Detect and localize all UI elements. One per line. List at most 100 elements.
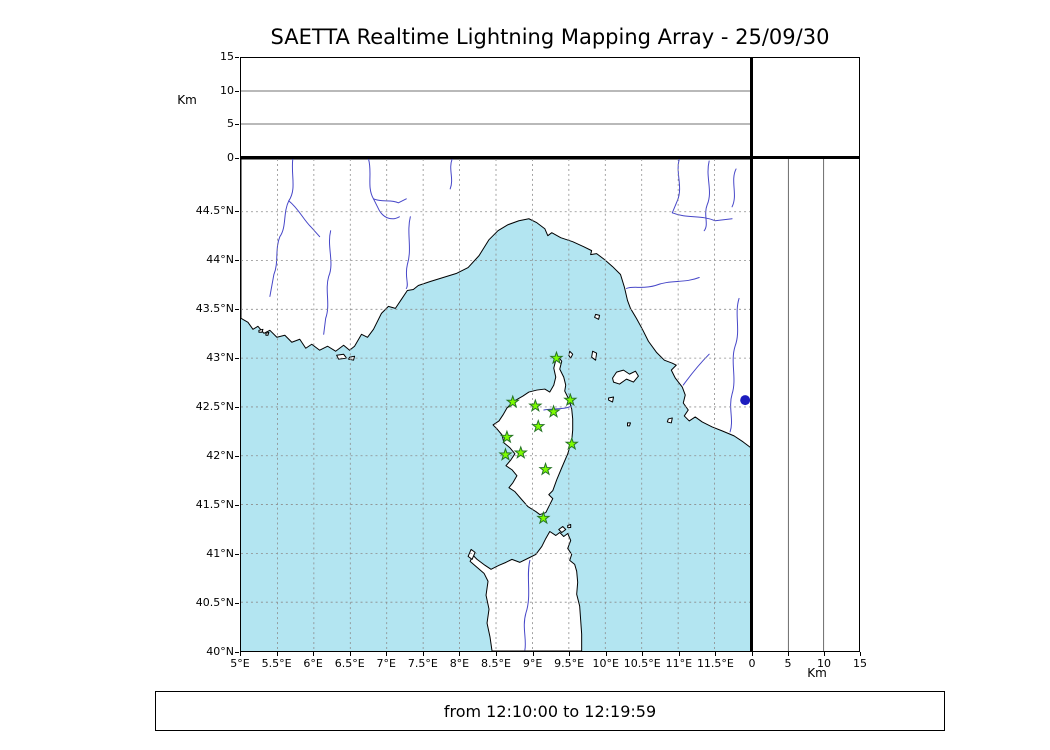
tick-mark [235, 407, 239, 408]
lon-tick-label: 11.5°E [696, 657, 734, 670]
tick-mark [235, 603, 239, 604]
tick-mark [235, 124, 239, 125]
lat-tick-label: 42.5°N [195, 399, 234, 413]
tick-mark [679, 652, 680, 656]
alt-tick-label-bottom: 0 [748, 657, 756, 670]
tick-mark [235, 358, 239, 359]
alt-tick-label-bottom: 15 [853, 657, 867, 670]
river [543, 405, 573, 411]
river [323, 230, 332, 335]
tick-mark [235, 652, 239, 653]
tick-mark [752, 652, 753, 656]
coastline-mainland [241, 159, 751, 449]
lon-tick-label: 8°E [449, 657, 470, 670]
tick-mark [277, 652, 278, 656]
tick-mark [386, 652, 387, 656]
tick-mark [459, 652, 460, 656]
figure-title: SAETTA Realtime Lightning Mapping Array … [270, 25, 830, 49]
tick-mark [313, 652, 314, 656]
tick-mark [235, 554, 239, 555]
lon-tick-label: 7.5°E [407, 657, 438, 670]
map-gridlines [241, 159, 751, 651]
tick-mark [642, 652, 643, 656]
station-marker [546, 404, 561, 418]
river [405, 216, 411, 289]
station-marker [549, 350, 564, 365]
tick-mark [235, 309, 239, 310]
tick-mark [235, 505, 239, 506]
altitude-axis-label-right: Km [807, 666, 827, 680]
tick-mark [860, 652, 861, 656]
landmasses [241, 159, 751, 651]
alt-tick-label-left: 0 [227, 151, 234, 164]
station-marker [528, 398, 543, 413]
river [372, 198, 407, 204]
station-marker [505, 394, 520, 409]
river [729, 297, 740, 433]
lat-tick-label: 41.5°N [195, 497, 234, 511]
longitude-altitude-panel [240, 57, 752, 158]
top-panel-gridlines [241, 90, 751, 125]
river [671, 159, 681, 214]
lon-tick-label: 5°E [230, 657, 250, 670]
map-right-frame-line [750, 57, 753, 652]
coastline-sardinia [469, 530, 583, 651]
river [671, 212, 733, 222]
river [731, 168, 737, 208]
map-panel [240, 158, 752, 652]
tick-mark [423, 652, 424, 656]
station-marker [536, 510, 551, 525]
island-elba [612, 369, 639, 385]
river [449, 159, 453, 190]
tick-mark [606, 652, 607, 656]
station-marker [538, 461, 553, 476]
tick-mark [235, 211, 239, 212]
lon-tick-label: 11°E [665, 657, 693, 670]
lon-tick-label: 10°E [592, 657, 619, 670]
tick-mark [240, 652, 241, 656]
lon-tick-label: 6.5°E [334, 657, 365, 670]
station-marker [564, 436, 579, 451]
coastline-corsica [492, 355, 574, 516]
altitude-axis-label-top: Km [177, 93, 197, 107]
lightning-sources [740, 395, 751, 406]
rivers [269, 159, 740, 651]
tick-mark [235, 158, 239, 159]
lat-tick-label: 44°N [206, 252, 234, 266]
lat-tick-label: 43°N [206, 350, 234, 364]
lon-tick-label: 9°E [522, 657, 543, 670]
map-plot [241, 159, 751, 651]
station-marker [531, 418, 546, 433]
alt-tick-label-bottom: 10 [817, 657, 831, 670]
map-top-frame-line [240, 156, 860, 159]
tick-mark [235, 57, 239, 58]
river [269, 159, 294, 297]
alt-tick-label-left: 10 [220, 83, 234, 97]
river [368, 159, 400, 220]
lon-tick-label: 5.5°E [261, 657, 292, 670]
tick-mark [824, 652, 825, 656]
lat-tick-label: 43.5°N [195, 301, 234, 315]
lat-tick-label: 41°N [206, 546, 234, 560]
latitude-altitude-panel [752, 158, 860, 652]
river [625, 277, 700, 289]
lon-tick-label: 9.5°E [554, 657, 585, 670]
river [703, 160, 710, 232]
tick-mark [715, 652, 716, 656]
latitude-altitude-plot [787, 159, 825, 651]
right-panel-gridlines [787, 159, 825, 651]
time-range-box: from 12:10:00 to 12:19:59 [155, 691, 945, 731]
lat-tick-label: 42°N [206, 448, 234, 462]
alt-tick-label-left: 15 [220, 50, 234, 63]
tick-mark [533, 652, 534, 656]
tick-mark [235, 456, 239, 457]
corner-panel [752, 57, 860, 158]
longitude-altitude-plot [241, 90, 751, 125]
alt-tick-label-left: 5 [227, 117, 234, 131]
tick-mark [350, 652, 351, 656]
station-marker [513, 445, 528, 459]
station-marker [499, 429, 515, 444]
lon-tick-label: 10.5°E [623, 657, 661, 670]
lon-tick-label: 7°E [376, 657, 396, 670]
